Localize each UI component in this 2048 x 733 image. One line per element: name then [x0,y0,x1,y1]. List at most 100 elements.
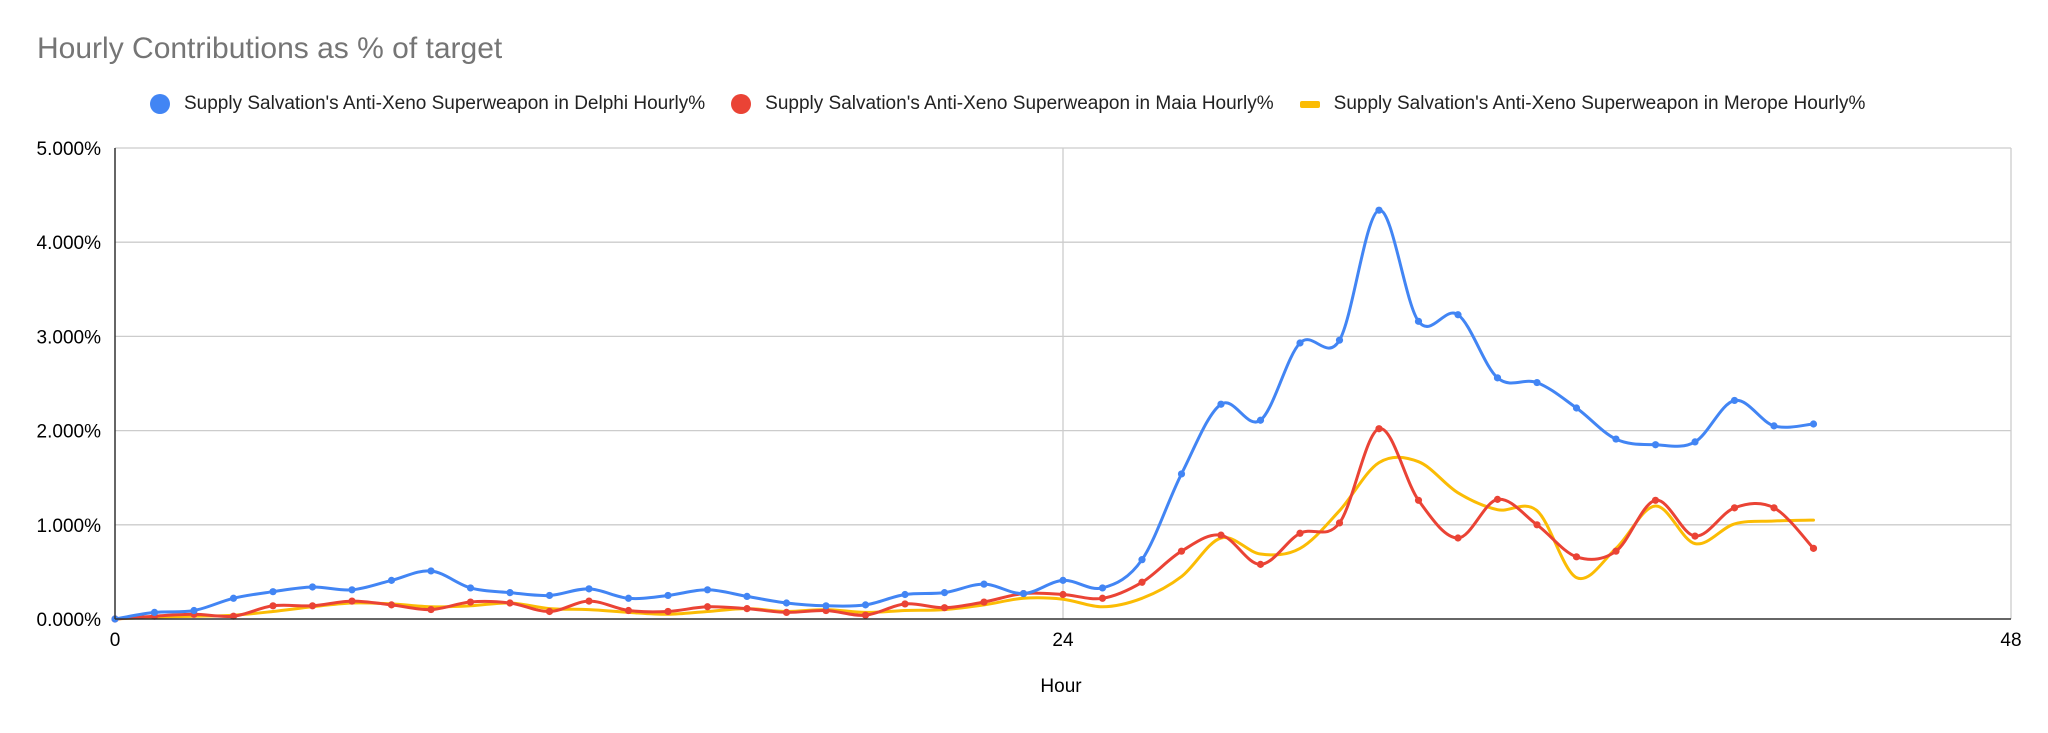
data-point-delphi [980,580,988,588]
y-tick-label: 4.000% [37,233,102,254]
data-point-delphi [1335,336,1344,344]
data-point-delphi [1809,420,1818,428]
data-point-delphi [1730,396,1739,405]
legend-item-maia[interactable]: Supply Salvation's Anti-Xeno Superweapon… [731,93,1274,115]
data-point-maia [1533,521,1541,529]
data-point-maia [1138,578,1146,586]
series-merope [113,455,1815,621]
data-point-delphi [1256,416,1265,424]
data-point-maia [980,598,988,606]
data-point-maia [1059,590,1067,599]
data-point-maia [624,606,633,615]
data-point-maia [466,598,475,606]
data-point-maia [1651,496,1660,504]
legend-swatch-merope [1299,100,1320,108]
data-point-maia [427,605,435,614]
data-point-delphi [190,606,198,615]
data-point-maia [743,605,751,613]
data-point-delphi [506,589,514,597]
data-point-maia [229,612,238,620]
data-point-maia [703,603,712,611]
data-point-delphi [387,576,396,584]
data-point-maia [1572,553,1581,561]
data-point-maia [506,599,514,607]
data-point-delphi [1217,400,1225,408]
data-point-delphi [664,591,672,600]
series-delphi [111,206,1818,623]
legend-label-delphi: Supply Salvation's Anti-Xeno Superweapon… [184,93,706,114]
data-point-maia [387,601,396,609]
data-point-maia [1612,547,1620,555]
data-point-maia [269,602,277,610]
data-point-delphi [1098,584,1107,592]
legend: Supply Salvation's Anti-Xeno Superweapon… [150,90,1891,118]
data-point-delphi [427,567,435,575]
y-tick-label: 2.000% [37,422,102,443]
data-point-delphi [1533,378,1541,387]
data-point-maia [308,602,317,610]
data-point-maia [545,607,554,616]
data-point-delphi [1375,206,1383,214]
legend-swatch-delphi [150,94,170,114]
data-point-maia [901,600,909,608]
data-point-delphi [585,585,593,593]
data-point-maia [1730,504,1739,512]
gridlines [115,147,2012,619]
data-point-delphi [624,594,633,602]
data-point-delphi [1414,317,1423,325]
data-point-maia [1296,529,1304,537]
data-point-delphi [1138,556,1146,564]
x-tick-label: 24 [1052,630,1074,651]
data-point-delphi [150,608,159,617]
data-point-maia [585,597,593,605]
data-point-delphi [466,584,475,592]
data-point-delphi [782,599,791,607]
legend-label-merope: Supply Salvation's Anti-Xeno Superweapon… [1333,93,1866,114]
data-point-delphi [703,586,712,594]
data-point-delphi [743,592,751,600]
x-tick-label: 48 [2000,630,2021,651]
legend-item-merope[interactable]: Supply Salvation's Anti-Xeno Superweapon… [1299,93,1866,115]
data-point-delphi [1770,422,1778,430]
data-point-delphi [1454,311,1462,319]
data-point-maia [1217,531,1225,539]
data-point-maia [782,608,791,617]
data-point-delphi [229,594,238,602]
series-maia [111,425,1818,623]
series-line-merope [113,455,1815,621]
data-point-delphi [940,589,949,597]
data-point-maia [1375,425,1383,433]
axes: 0.000% 1.000% 2.000% 3.000% 4.000% 5.000% 0 24 4… [37,139,2022,651]
legend-swatch-maia [731,94,752,114]
data-point-delphi [1651,441,1660,449]
y-tick-label: 3.000% [37,327,102,348]
data-point-maia [1256,560,1265,568]
data-point-maia [664,607,672,616]
data-point-maia [1691,532,1699,540]
data-point-maia [1454,534,1462,542]
data-point-delphi [545,591,554,600]
series-line-delphi [113,208,1815,621]
chart-title: Hourly Contributions as % of target [37,32,503,65]
data-point-maia [1493,495,1502,503]
data-point-delphi [308,583,317,591]
x-tick-label: 0 [110,630,121,651]
data-point-delphi [1493,374,1502,382]
data-point-maia [940,604,949,612]
data-point-delphi [1296,339,1304,347]
legend-label-maia: Supply Salvation's Anti-Xeno Superweapon… [765,93,1274,114]
data-point-maia [1770,504,1778,512]
data-point-delphi [1059,576,1067,584]
series-line-maia [113,427,1815,621]
data-point-delphi [269,588,277,596]
y-tick-label: 0.000% [37,610,102,631]
data-point-maia [861,611,870,619]
data-point-delphi [901,590,909,599]
data-point-delphi [861,601,870,609]
data-point-delphi [1177,470,1186,478]
data-point-maia [1098,594,1107,602]
y-tick-label: 5.000% [37,139,102,160]
legend-item-delphi[interactable]: Supply Salvation's Anti-Xeno Superweapon… [150,93,705,115]
data-point-delphi [348,586,356,594]
